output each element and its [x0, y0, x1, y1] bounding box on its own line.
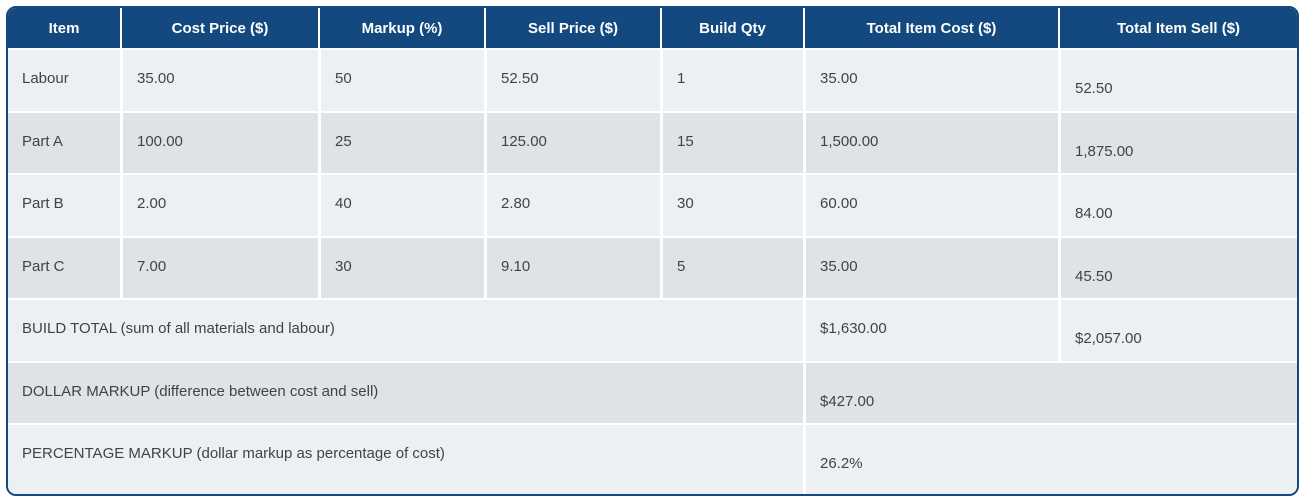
percentage-markup-label: PERCENTAGE MARKUP (dollar markup as perc… — [8, 423, 803, 494]
build-qty-cell: 15 — [660, 110, 803, 174]
cost-price-cell: 2.00 — [120, 173, 318, 236]
build-total-cost-cell: $1,630.00 — [803, 298, 1058, 361]
column-header-cost-price: Cost Price ($) — [120, 8, 318, 48]
column-header-markup: Markup (%) — [318, 8, 484, 48]
item-cell: Labour — [8, 48, 120, 111]
table-row-part-b: Part B 2.00 40 2.80 30 60.00 84.00 — [8, 173, 1297, 236]
total-item-sell-cell: 52.50 — [1058, 48, 1297, 111]
table-row-part-c: Part C 7.00 30 9.10 5 35.00 45.50 — [8, 235, 1297, 299]
cost-price-cell: 100.00 — [120, 110, 318, 174]
table-header-row: Item Cost Price ($) Markup (%) Sell Pric… — [8, 8, 1297, 48]
cost-price-cell: 7.00 — [120, 235, 318, 299]
markup-cell: 25 — [318, 110, 484, 174]
table-row-build-total: BUILD TOTAL (sum of all materials and la… — [8, 298, 1297, 361]
total-item-cost-cell: 1,500.00 — [803, 110, 1058, 174]
markup-cell: 50 — [318, 48, 484, 111]
table-row-dollar-markup: DOLLAR MARKUP (difference between cost a… — [8, 360, 1297, 424]
build-qty-cell: 1 — [660, 48, 803, 111]
column-header-sell-price: Sell Price ($) — [484, 8, 660, 48]
total-item-cost-cell: 35.00 — [803, 48, 1058, 111]
percentage-markup-value-cell: 26.2% — [803, 423, 1297, 494]
sell-price-cell: 125.00 — [484, 110, 660, 174]
sell-price-cell: 52.50 — [484, 48, 660, 111]
column-header-total-item-sell: Total Item Sell ($) — [1058, 8, 1297, 48]
markup-cell: 30 — [318, 235, 484, 299]
table-row-percentage-markup: PERCENTAGE MARKUP (dollar markup as perc… — [8, 423, 1297, 494]
dollar-markup-value-cell: $427.00 — [803, 360, 1297, 424]
build-qty-cell: 5 — [660, 235, 803, 299]
build-total-sell-cell: $2,057.00 — [1058, 298, 1297, 361]
item-cell: Part C — [8, 235, 120, 299]
table-row-part-a: Part A 100.00 25 125.00 15 1,500.00 1,87… — [8, 110, 1297, 174]
build-qty-cell: 30 — [660, 173, 803, 236]
table-row-labour: Labour 35.00 50 52.50 1 35.00 52.50 — [8, 48, 1297, 111]
total-item-cost-cell: 35.00 — [803, 235, 1058, 299]
build-total-label: BUILD TOTAL (sum of all materials and la… — [8, 298, 803, 361]
item-cell: Part A — [8, 110, 120, 174]
pricing-table-container: Item Cost Price ($) Markup (%) Sell Pric… — [6, 6, 1299, 496]
sell-price-cell: 2.80 — [484, 173, 660, 236]
pricing-table: Item Cost Price ($) Markup (%) Sell Pric… — [8, 8, 1297, 494]
total-item-sell-cell: 84.00 — [1058, 173, 1297, 236]
sell-price-cell: 9.10 — [484, 235, 660, 299]
markup-cell: 40 — [318, 173, 484, 236]
total-item-sell-cell: 1,875.00 — [1058, 110, 1297, 174]
cost-price-cell: 35.00 — [120, 48, 318, 111]
item-cell: Part B — [8, 173, 120, 236]
total-item-cost-cell: 60.00 — [803, 173, 1058, 236]
total-item-sell-cell: 45.50 — [1058, 235, 1297, 299]
column-header-total-item-cost: Total Item Cost ($) — [803, 8, 1058, 48]
dollar-markup-label: DOLLAR MARKUP (difference between cost a… — [8, 360, 803, 424]
column-header-item: Item — [8, 8, 120, 48]
column-header-build-qty: Build Qty — [660, 8, 803, 48]
